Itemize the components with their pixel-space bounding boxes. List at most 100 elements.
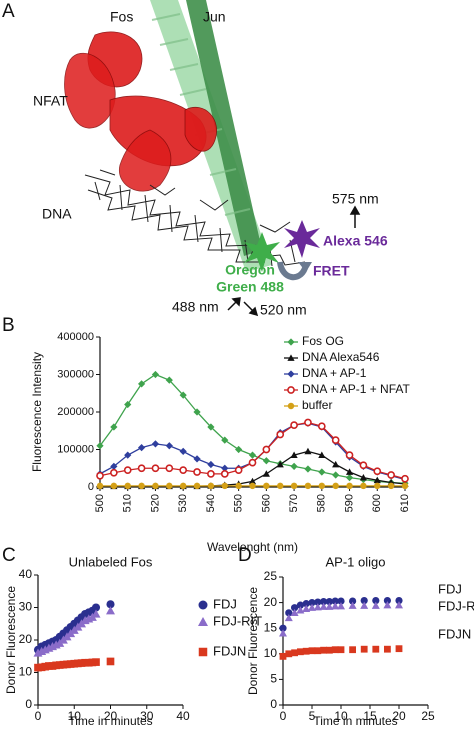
marker xyxy=(337,597,345,605)
marker xyxy=(372,645,380,653)
marker xyxy=(346,482,353,490)
legend-label: Fos OG xyxy=(302,334,344,348)
marker xyxy=(207,460,215,469)
y-tick-label: 100000 xyxy=(57,443,94,455)
x-tick-label: 530 xyxy=(177,494,189,512)
x-axis-label: Time in minutes xyxy=(313,714,397,728)
marker xyxy=(234,466,243,474)
x-tick-label: 30 xyxy=(140,709,154,723)
marker xyxy=(221,436,229,444)
marker xyxy=(331,436,340,444)
marker xyxy=(337,602,345,610)
marker xyxy=(279,652,287,660)
x-tick-label: 550 xyxy=(233,494,245,512)
marker xyxy=(91,603,101,612)
marker xyxy=(137,444,146,452)
marker xyxy=(326,646,333,654)
marker xyxy=(276,482,284,490)
marker xyxy=(383,596,391,605)
marker xyxy=(165,442,173,450)
x-tick-label: 20 xyxy=(104,709,118,723)
marker xyxy=(179,466,188,474)
marker xyxy=(359,474,368,481)
structure-drawing: A Fos Jun NFAT DNA 575 nm Alexa 546 Oreg… xyxy=(2,0,388,318)
fos-label: Fos xyxy=(110,9,133,25)
x-tick-label: 40 xyxy=(176,709,190,723)
y-tick-label: 20 xyxy=(264,595,278,609)
marker xyxy=(337,646,345,654)
marker xyxy=(248,477,257,485)
legend-label: FDJN xyxy=(213,643,246,658)
legend-label: FDJ-RIT xyxy=(438,598,474,613)
marker xyxy=(320,597,328,606)
marker xyxy=(290,608,299,617)
marker xyxy=(297,648,304,656)
y-tick-label: 25 xyxy=(264,569,278,583)
marker xyxy=(308,599,316,607)
legend-label: DNA + AP-1 + NFAT xyxy=(302,382,410,396)
marker xyxy=(124,482,131,490)
x-tick-label: 0 xyxy=(35,709,42,723)
marker xyxy=(395,601,403,609)
x-axis-label: Time in minutes xyxy=(68,714,152,728)
fret-arrow xyxy=(277,261,308,280)
marker xyxy=(314,647,322,655)
x-tick-label: 10 xyxy=(68,709,82,723)
donor-label: Green 488 xyxy=(216,279,284,295)
marker xyxy=(308,647,316,655)
marker xyxy=(304,447,312,455)
marker xyxy=(284,613,293,622)
panel-label: D xyxy=(238,545,252,566)
marker xyxy=(207,470,215,478)
marker xyxy=(320,646,327,654)
x-tick-label: 10 xyxy=(334,709,348,723)
marker xyxy=(360,596,368,605)
marker xyxy=(152,482,159,490)
y-tick-label: 5 xyxy=(270,672,277,686)
marker xyxy=(193,408,201,416)
fret-arrowhead xyxy=(298,262,312,272)
marker xyxy=(318,468,326,476)
y-tick-label: 15 xyxy=(264,620,278,634)
y-tick-label: 0 xyxy=(88,481,94,493)
marker xyxy=(304,465,312,473)
y-axis-label: Donor Fluorescence xyxy=(4,586,18,694)
x-tick-label: 570 xyxy=(288,494,300,512)
marker xyxy=(262,457,270,465)
dna-strands xyxy=(84,169,306,267)
marker xyxy=(92,658,100,666)
y-tick-label: 30 xyxy=(19,600,33,614)
panel-label: C xyxy=(2,545,16,566)
y-tick-label: 300000 xyxy=(57,368,94,380)
fret-label: FRET xyxy=(313,263,350,279)
marker xyxy=(193,455,201,463)
nfat-label: NFAT xyxy=(33,93,68,109)
marker xyxy=(349,646,356,654)
x-tick-label: 15 xyxy=(363,709,377,723)
marker xyxy=(96,442,104,450)
legend-marker xyxy=(198,600,208,610)
x-tick-label: 500 xyxy=(94,494,106,512)
marker xyxy=(401,482,409,490)
marker xyxy=(302,604,311,612)
marker xyxy=(371,601,380,609)
marker xyxy=(360,645,368,653)
marker xyxy=(221,464,229,472)
marker xyxy=(373,476,381,484)
marker xyxy=(235,445,243,454)
marker xyxy=(165,464,174,473)
marker xyxy=(110,462,118,470)
marker xyxy=(106,657,115,666)
legend-marker xyxy=(287,354,295,361)
dna-label: DNA xyxy=(42,206,72,222)
y-tick-label: 10 xyxy=(19,665,33,679)
marker xyxy=(345,451,354,459)
x-tick-label: 20 xyxy=(392,709,406,723)
marker xyxy=(279,629,287,637)
marker xyxy=(262,445,271,454)
marker xyxy=(349,597,357,605)
marker xyxy=(290,421,298,429)
marker xyxy=(137,464,146,473)
marker xyxy=(248,451,257,459)
marker xyxy=(276,460,284,468)
